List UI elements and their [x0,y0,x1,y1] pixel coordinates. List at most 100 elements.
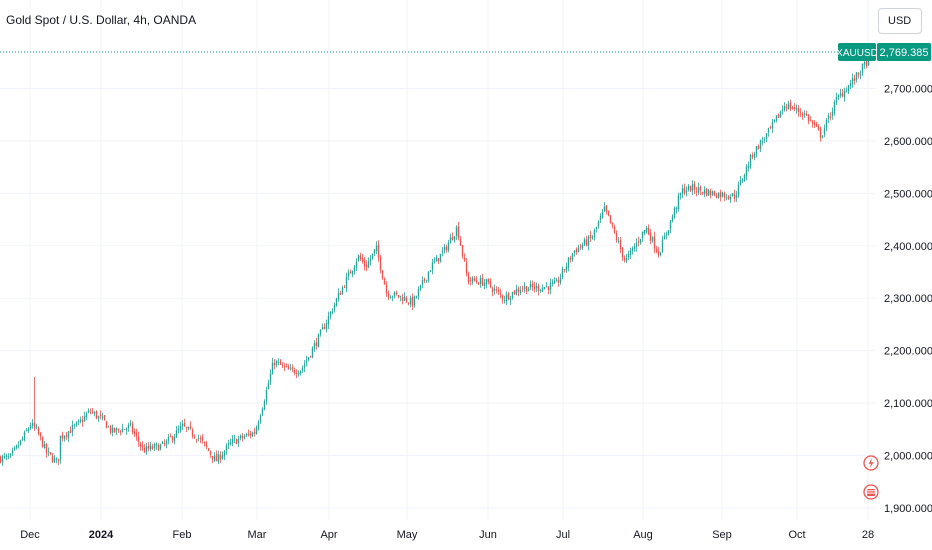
candle-body [839,93,842,96]
candle-body [533,286,536,290]
candle-body [541,287,544,292]
candle-body [577,247,580,253]
candle-body [843,90,846,98]
candle-body [95,411,98,419]
candle-body [511,292,514,298]
candle-body [351,270,354,275]
x-tick-label: Mar [248,529,267,541]
candle-body [81,420,84,423]
candle-body [317,334,320,348]
candle-body [77,420,80,423]
candle-body [537,285,540,292]
candle-body [711,191,714,195]
chart-title: Gold Spot / U.S. Dollar, 4h, OANDA [6,13,197,27]
candle-body [419,284,422,290]
candle-body [127,424,130,428]
candle-body [327,316,330,325]
y-axis: 2,700.000 2,600.000 2,500.000 2,400.000 2,30… [884,83,932,515]
candle-body [209,451,212,455]
candle-body [731,193,734,197]
candle-body [749,154,752,167]
candle-body [589,234,592,238]
price-value-label: 2,769.385 [880,47,929,59]
currency-selector[interactable]: USD [878,8,922,34]
candle-body [781,109,784,111]
candle-body [331,311,334,313]
candle-body [535,285,538,289]
candle-body [199,438,202,440]
candle-body [441,251,444,253]
candle-body [693,183,696,191]
candle-body [719,192,722,198]
candle-body [729,196,732,200]
candle-body [479,278,482,284]
candle-body [347,272,350,277]
candle-body [285,365,288,367]
lightning-icon[interactable] [863,455,879,471]
candle-body [571,253,574,260]
candle-body [343,286,346,288]
candle-body [471,277,474,283]
candle-body [197,438,200,439]
candle-body [155,443,158,446]
candle-body [499,292,502,295]
candle-body [425,279,428,281]
candle-body [703,189,706,194]
candle-body [587,236,590,247]
candle-body [417,289,420,296]
candle-body [625,258,628,262]
candle-body [85,413,88,418]
candle-body [311,347,314,358]
candle-body [863,62,866,65]
candle-body [145,446,148,452]
candle-body [829,116,832,118]
candle-body [559,277,562,283]
candle-body [189,425,192,429]
candle-body [605,205,608,212]
candle-body [827,115,830,119]
candle-body [61,434,64,439]
candle-body [279,360,282,365]
candle-body [469,280,472,282]
candle-body [449,237,452,244]
candle-body [171,436,174,441]
candle-body [701,191,704,194]
x-tick-label: Sep [712,529,732,541]
candle-body [713,191,716,196]
candle-body [771,122,774,129]
candle-body [573,250,576,253]
candle-body [117,429,120,431]
candle-body [181,424,184,427]
candle-body [207,448,210,451]
candle-body [483,282,486,287]
calendar-flag-icon[interactable] [863,484,879,500]
candle-body [751,155,754,158]
candle-body [591,237,594,239]
candle-body [367,261,370,268]
candle-body [667,230,670,235]
candle-body [201,437,204,441]
candle-body [233,438,236,440]
candle-body [223,451,226,456]
candle-body [349,271,352,274]
candle-body [563,269,566,271]
candle-body [745,166,748,177]
candle-body [831,111,834,116]
candle-body [641,231,644,238]
candle-body [631,248,634,251]
candle-body [547,286,550,290]
y-tick-label: 2,700.000 [884,83,932,95]
candle-body [689,185,692,192]
candle-body [341,287,344,294]
candle-body [501,295,504,300]
candle-body [397,295,400,298]
candle-body [259,415,262,422]
candle-body [805,113,808,116]
candle-body [83,416,86,421]
candle-body [761,140,764,142]
candle-body [715,195,718,198]
candle-body [759,140,762,149]
candle-body [257,422,260,429]
candle-body [67,431,70,438]
